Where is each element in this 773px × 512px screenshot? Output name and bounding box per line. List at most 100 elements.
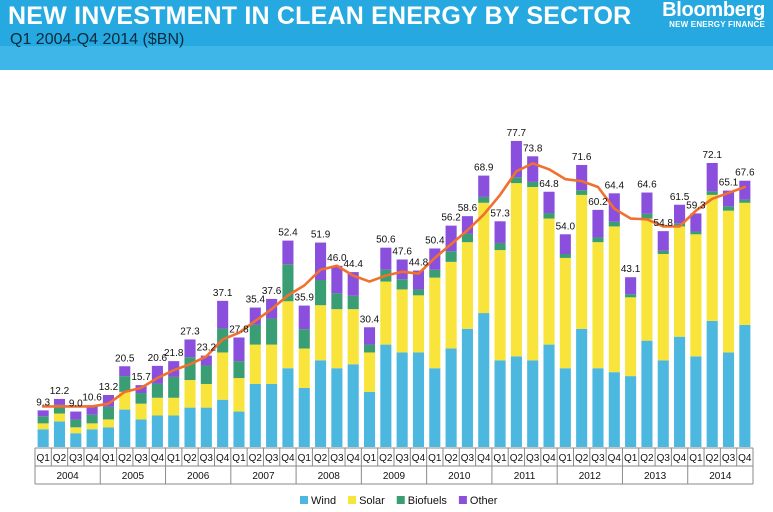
- bar-wind-34: [592, 368, 604, 447]
- data-label-10: 23.2: [197, 343, 217, 354]
- bar-solar-8: [168, 397, 180, 416]
- quarter-tick-2: Q3: [69, 453, 83, 464]
- bar-biofuels-7: [151, 383, 163, 398]
- bar-wind-30: [527, 360, 539, 447]
- data-label-3: 10.6: [82, 392, 102, 403]
- chart-title: NEW INVESTMENT IN CLEAN ENERGY BY SECTOR: [8, 2, 632, 30]
- bar-wind-17: [315, 360, 327, 447]
- bar-biofuels-40: [690, 231, 702, 235]
- data-label-2: 9.0: [69, 399, 83, 410]
- header-band: [0, 46, 773, 70]
- bar-solar-41: [706, 194, 718, 321]
- bar-biofuels-6: [135, 393, 147, 404]
- bar-wind-41: [706, 320, 718, 447]
- bar-other-23: [412, 270, 425, 290]
- bar-biofuels-1: [53, 404, 66, 414]
- bar-other-42: [722, 190, 735, 207]
- logo-sub-text: NEW ENERGY FINANCE: [669, 20, 765, 29]
- bar-biofuels-17: [315, 279, 327, 306]
- quarter-tick-17: Q2: [314, 453, 328, 464]
- bar-other-2: [70, 411, 82, 420]
- legend-label-biofuels: Biofuels: [408, 495, 448, 507]
- bar-biofuels-23: [412, 289, 425, 296]
- data-label-24: 50.4: [425, 235, 445, 246]
- year-tick-2008: 2008: [318, 471, 341, 482]
- quarter-tick-3: Q4: [85, 453, 99, 464]
- bar-wind-1: [53, 421, 66, 447]
- bar-solar-32: [559, 257, 571, 369]
- bar-solar-10: [200, 383, 212, 408]
- bar-wind-40: [690, 356, 702, 447]
- bar-solar-25: [445, 261, 457, 349]
- bar-wind-25: [445, 348, 457, 447]
- data-label-33: 71.6: [572, 152, 592, 163]
- legend-swatch-other: [458, 496, 467, 504]
- bar-wind-4: [102, 427, 114, 447]
- quarter-tick-35: Q4: [608, 453, 622, 464]
- quarter-tick-28: Q1: [493, 453, 507, 464]
- year-tick-2013: 2013: [644, 471, 667, 482]
- bar-other-40: [690, 213, 702, 232]
- bar-biofuels-2: [70, 419, 82, 428]
- quarter-tick-13: Q2: [249, 453, 263, 464]
- bar-solar-36: [625, 297, 637, 377]
- bar-wind-7: [151, 415, 163, 447]
- quarter-tick-32: Q1: [559, 453, 573, 464]
- bar-solar-5: [119, 391, 131, 410]
- bar-wind-36: [625, 376, 637, 447]
- bar-solar-2: [70, 427, 82, 434]
- quarter-tick-29: Q2: [510, 453, 524, 464]
- bar-biofuels-33: [576, 190, 588, 195]
- data-label-18: 46.0: [327, 253, 347, 264]
- bar-solar-39: [674, 226, 686, 337]
- trend-line: [41, 162, 747, 408]
- bar-other-15: [282, 240, 294, 265]
- bar-solar-7: [151, 397, 163, 416]
- quarter-tick-16: Q1: [298, 453, 312, 464]
- bar-solar-17: [315, 305, 327, 361]
- bar-solar-22: [396, 289, 408, 353]
- data-label-36: 43.1: [621, 264, 641, 275]
- quarter-tick-34: Q3: [591, 453, 605, 464]
- bar-solar-21: [380, 281, 392, 345]
- bar-biofuels-19: [347, 295, 359, 310]
- bar-other-12: [233, 337, 245, 362]
- bar-wind-18: [331, 368, 343, 447]
- bar-solar-9: [184, 380, 196, 408]
- bar-wind-26: [461, 328, 473, 447]
- bar-solar-15: [282, 301, 294, 369]
- data-label-17: 51.9: [311, 230, 331, 241]
- data-label-9: 27.3: [180, 326, 200, 337]
- bar-solar-33: [576, 194, 588, 329]
- bar-biofuels-24: [429, 269, 441, 278]
- bar-solar-38: [657, 253, 669, 361]
- bar-solar-13: [249, 344, 261, 384]
- bar-biofuels-0: [37, 416, 49, 424]
- bar-biofuels-9: [184, 357, 196, 381]
- bar-biofuels-37: [641, 213, 653, 219]
- quarter-tick-39: Q4: [673, 453, 687, 464]
- legend-swatch-solar: [348, 496, 357, 504]
- data-label-43: 67.6: [735, 168, 755, 179]
- bar-wind-35: [608, 372, 620, 447]
- bar-solar-43: [739, 202, 751, 325]
- bar-other-28: [494, 221, 506, 243]
- bar-wind-24: [429, 368, 441, 447]
- bar-wind-13: [249, 383, 261, 447]
- data-label-26: 58.6: [458, 203, 478, 214]
- quarter-tick-5: Q2: [118, 453, 132, 464]
- legend-label-other: Other: [470, 495, 498, 507]
- quarter-tick-27: Q4: [477, 453, 491, 464]
- data-label-21: 50.6: [376, 235, 396, 246]
- bar-wind-3: [86, 429, 98, 447]
- data-label-20: 30.4: [360, 314, 380, 325]
- bar-other-39: [674, 204, 686, 224]
- bar-solar-23: [412, 295, 425, 353]
- data-label-6: 15.7: [131, 372, 151, 383]
- data-label-16: 35.9: [295, 293, 315, 304]
- quarter-tick-26: Q3: [461, 453, 475, 464]
- bar-solar-27: [478, 202, 490, 314]
- bar-other-29: [510, 140, 522, 178]
- bar-wind-15: [282, 368, 294, 447]
- bar-wind-12: [233, 411, 245, 447]
